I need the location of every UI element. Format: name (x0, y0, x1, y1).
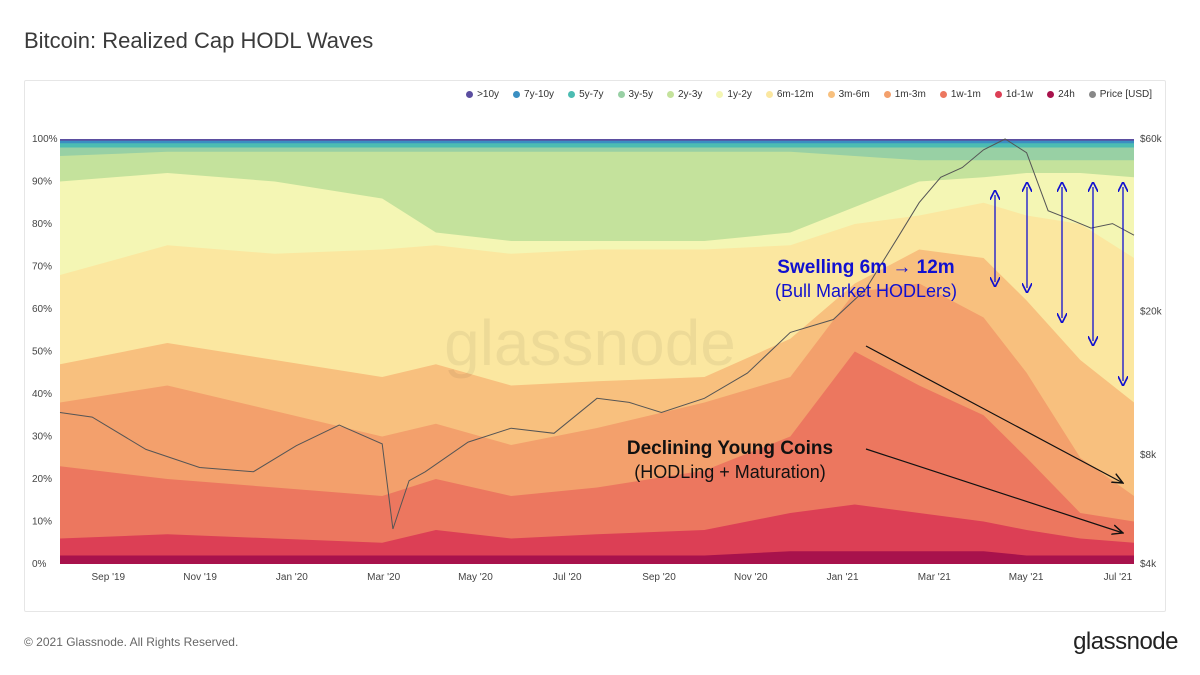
legend-label: 1m-3m (894, 89, 926, 100)
chart-frame (24, 80, 1166, 612)
legend-label: 3y-5y (628, 89, 653, 100)
page-title: Bitcoin: Realized Cap HODL Waves (24, 28, 374, 53)
band-1d-1w (60, 504, 1134, 564)
x-tick-label: Nov '19 (183, 572, 217, 583)
legend-swatch (1047, 91, 1055, 98)
y-left-tick-label: 60% (32, 304, 52, 315)
watermark: glassnode (444, 307, 736, 379)
legend-label: 1w-1m (950, 89, 981, 100)
x-tick-label: Sep '20 (642, 572, 676, 583)
legend-item[interactable]: 2y-3y (666, 89, 703, 100)
legend-swatch (883, 91, 891, 98)
x-tick-label: May '20 (458, 572, 493, 583)
x-tick-label: Mar '21 (918, 572, 951, 583)
y-left-tick-label: 40% (32, 389, 52, 400)
legend-item[interactable]: 1m-3m (883, 89, 926, 100)
legend-item[interactable]: 3y-5y (617, 89, 653, 100)
legend-label: >10y (477, 89, 500, 100)
legend-label: 24h (1058, 89, 1075, 100)
legend-label: 7y-10y (524, 89, 555, 100)
legend-item[interactable]: 5y-7y (568, 89, 604, 100)
y-right-tick-label: $4k (1140, 559, 1157, 570)
x-tick-label: Jul '20 (553, 572, 582, 583)
annotation-declining-title: Declining Young Coins (627, 438, 833, 459)
y-left-tick-label: 80% (32, 219, 52, 230)
x-tick-label: Jul '21 (1104, 572, 1133, 583)
chart-legend: >10y 7y-10y 5y-7y 3y-5y 2y-3y 1y-2y 6m-12m 3m-6… (466, 89, 1152, 100)
legend-item[interactable]: Price [USD] (1088, 89, 1152, 100)
x-tick-label: Jan '20 (276, 572, 308, 583)
legend-item[interactable]: 1y-2y (716, 89, 752, 100)
legend-item[interactable]: 1d-1w (994, 89, 1034, 100)
legend-swatch (466, 91, 474, 98)
y-right-tick-label: $8k (1140, 450, 1157, 461)
x-tick-label: Nov '20 (734, 572, 768, 583)
legend-swatch (617, 91, 625, 98)
legend-label: 5y-7y (579, 89, 604, 100)
y-left-tick-label: 10% (32, 517, 52, 528)
y-right-tick-label: $60k (1140, 134, 1163, 145)
legend-swatch (1088, 91, 1096, 98)
legend-item[interactable]: 24h (1047, 89, 1075, 100)
x-tick-label: Sep '19 (92, 572, 126, 583)
annotation-swelling-title: Swelling 6m → 12m (777, 257, 954, 278)
trend-arrow-upper (865, 345, 1123, 483)
y-left-tick-label: 50% (32, 347, 52, 358)
trend-arrow-lower (865, 448, 1123, 533)
y-left-tick-label: 0% (32, 559, 47, 570)
legend-swatch (939, 91, 947, 98)
legend-swatch (666, 91, 674, 98)
legend-swatch (765, 91, 773, 98)
annotation-declining-subtitle: (HODLing + Maturation) (634, 462, 826, 482)
legend-item[interactable]: 1w-1m (939, 89, 981, 100)
y-left-tick-label: 70% (32, 262, 52, 273)
legend-swatch (513, 91, 521, 98)
x-tick-label: Mar '20 (367, 572, 400, 583)
y-left-tick-label: 30% (32, 432, 52, 443)
legend-label: 2y-3y (677, 89, 703, 100)
legend-label: 3m-6m (838, 89, 870, 100)
legend-label: Price [USD] (1099, 89, 1152, 100)
legend-swatch (827, 91, 835, 98)
annotation-swelling-subtitle: (Bull Market HODLers) (775, 281, 957, 301)
legend-swatch (994, 91, 1002, 98)
legend-swatch (716, 91, 724, 98)
x-tick-label: Jan '21 (827, 572, 859, 583)
legend-label: 1y-2y (727, 89, 752, 100)
copyright-text: © 2021 Glassnode. All Rights Reserved. (24, 635, 239, 649)
legend-item[interactable]: >10y (466, 89, 499, 100)
legend-label: 1d-1w (1005, 89, 1034, 100)
legend-swatch (568, 91, 576, 98)
price-line (59, 138, 1135, 530)
band-24h (60, 551, 1134, 564)
legend-item[interactable]: 6m-12m (765, 89, 814, 100)
legend-item[interactable]: 3m-6m (827, 89, 870, 100)
y-left-tick-label: 90% (32, 177, 52, 188)
y-left-tick-label: 20% (32, 474, 52, 485)
legend-label: 6m-12m (776, 89, 814, 100)
x-tick-label: May '21 (1009, 572, 1044, 583)
brand-logo: glassnode (1073, 628, 1178, 655)
y-right-tick-label: $20k (1140, 306, 1163, 317)
y-left-tick-label: 100% (32, 134, 58, 145)
legend-item[interactable]: 7y-10y (513, 89, 554, 100)
